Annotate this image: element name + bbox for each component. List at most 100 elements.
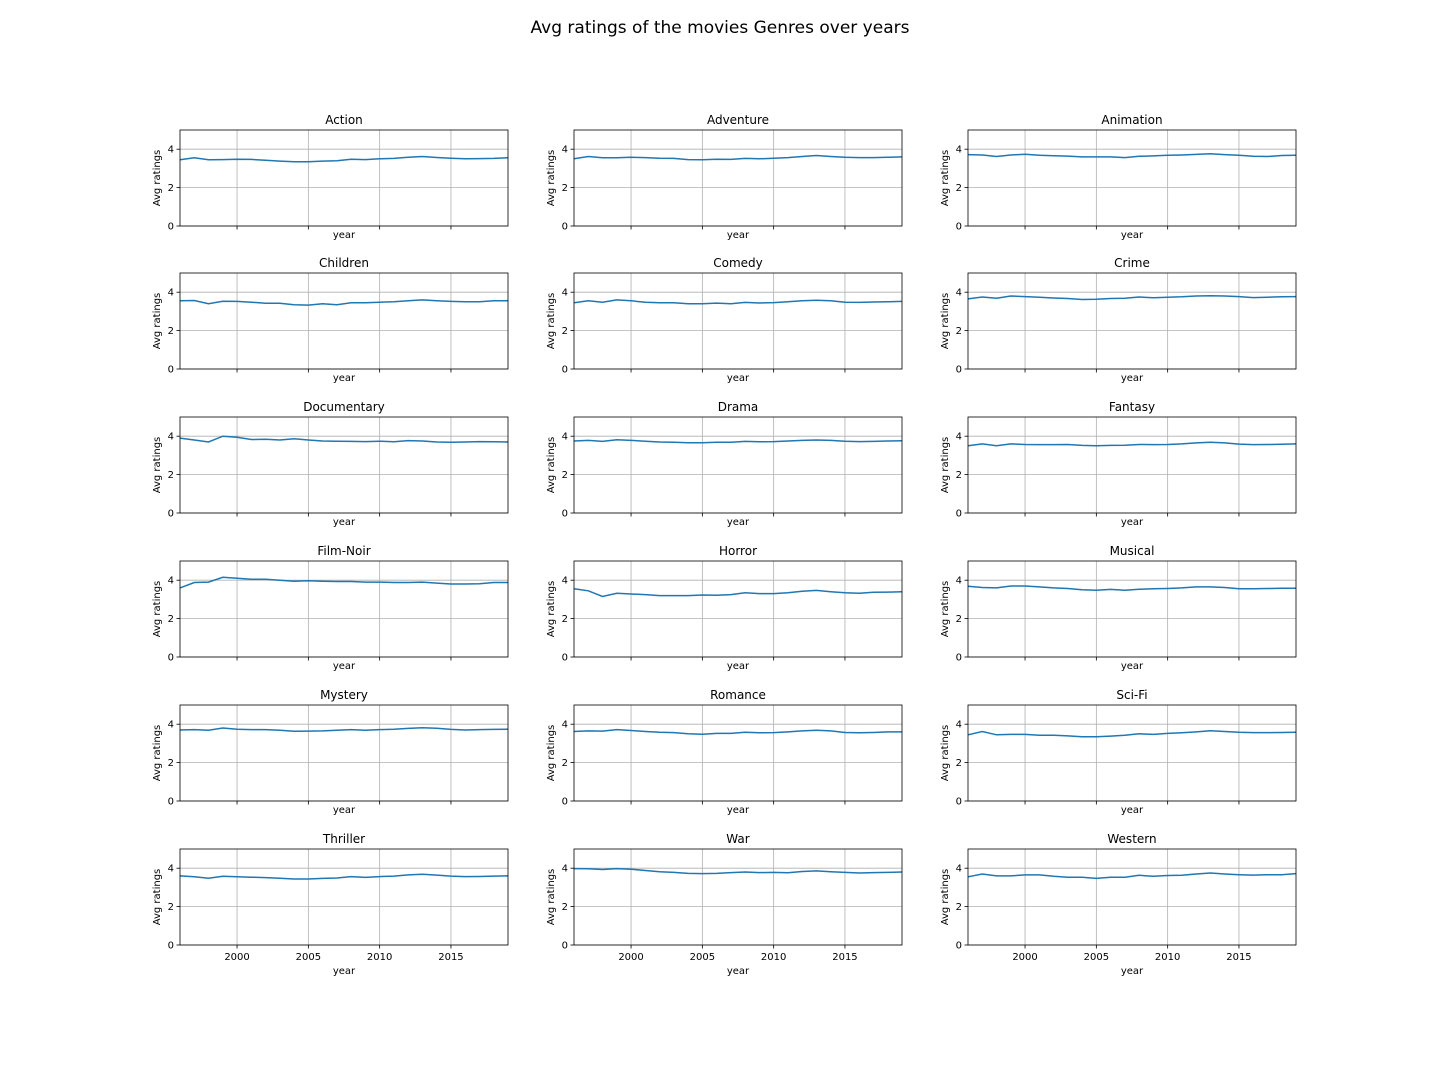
series-line-sci-fi xyxy=(967,729,1297,738)
series-line-thriller xyxy=(179,873,509,880)
subplot-title: Western xyxy=(1107,832,1156,846)
subplot-romance: 0 2 4 Romance year Avg ratings xyxy=(546,688,903,816)
y-tick-label: 2 xyxy=(168,470,174,481)
axes-frame xyxy=(179,848,509,946)
series-line-crime xyxy=(967,294,1297,301)
y-tick-label: 2 xyxy=(168,614,174,625)
subplot-fantasy: 0 2 4 Fantasy year Avg ratings xyxy=(940,400,1297,528)
axes-frame xyxy=(179,704,509,802)
y-axis-label: Avg ratings xyxy=(546,150,557,207)
series-line-drama xyxy=(573,438,903,444)
axes-frame xyxy=(967,848,1297,946)
subplot-title: Film-Noir xyxy=(317,544,370,558)
x-axis-label: year xyxy=(1121,230,1144,241)
y-axis-label: Avg ratings xyxy=(940,293,951,350)
subplot-children: 0 2 4 Children year Avg ratings xyxy=(152,256,509,384)
y-tick-label: 4 xyxy=(956,145,962,156)
subplot-western: 0 2 4 2000 2005 2010 2015 Western year Avg rating… xyxy=(940,832,1297,977)
axes-frame xyxy=(573,848,903,946)
y-tick-label: 2 xyxy=(562,758,568,769)
x-tick-label: 2010 xyxy=(1155,952,1180,963)
series-line-musical xyxy=(967,585,1296,591)
subplot-horror: 0 2 4 Horror year Avg ratings xyxy=(546,544,903,672)
x-tick-label: 2010 xyxy=(367,952,392,963)
y-tick-label: 0 xyxy=(956,797,962,808)
series-line-children xyxy=(179,299,508,306)
subplot-title: Adventure xyxy=(707,113,769,127)
x-tick-label: 2015 xyxy=(832,952,857,963)
subplot-title: Mystery xyxy=(320,688,368,702)
y-tick-label: 2 xyxy=(956,183,962,194)
x-axis-label: year xyxy=(1121,661,1144,672)
y-tick-label: 0 xyxy=(562,365,568,376)
y-tick-label: 2 xyxy=(562,326,568,337)
x-axis-label: year xyxy=(1121,517,1144,528)
y-tick-label: 0 xyxy=(168,653,174,664)
y-tick-label: 4 xyxy=(168,864,174,875)
subplot-musical: 0 2 4 Musical year Avg ratings xyxy=(940,544,1297,672)
y-axis-label: Avg ratings xyxy=(940,725,951,782)
subplot-documentary: 0 2 4 Documentary year Avg ratings xyxy=(152,400,509,528)
series-line-comedy xyxy=(573,299,903,305)
series-line-documentary xyxy=(179,435,509,444)
subplot-title: Animation xyxy=(1101,113,1162,127)
x-axis-label: year xyxy=(727,805,750,816)
y-tick-label: 0 xyxy=(168,365,174,376)
y-tick-label: 4 xyxy=(168,576,174,587)
y-tick-label: 0 xyxy=(956,222,962,233)
y-tick-label: 2 xyxy=(562,614,568,625)
y-tick-label: 4 xyxy=(168,288,174,299)
y-tick-label: 4 xyxy=(956,288,962,299)
y-tick-label: 0 xyxy=(562,653,568,664)
subplot-title: Children xyxy=(319,256,369,270)
y-tick-label: 2 xyxy=(562,902,568,913)
x-axis-label: year xyxy=(727,517,750,528)
y-tick-label: 4 xyxy=(168,432,174,443)
series-line-film-noir xyxy=(179,576,508,589)
x-axis-label: year xyxy=(727,661,750,672)
x-axis-label: year xyxy=(333,517,356,528)
axes-frame xyxy=(179,560,509,658)
subplot-title: Action xyxy=(325,113,363,127)
subplot-title: Fantasy xyxy=(1109,400,1155,414)
axes-frame xyxy=(573,560,903,658)
x-axis-label: year xyxy=(333,966,356,977)
x-axis-label: year xyxy=(1121,805,1144,816)
subplot-animation: 0 2 4 Animation year Avg ratings xyxy=(940,113,1297,241)
y-axis-label: Avg ratings xyxy=(152,437,163,494)
subplot-drama: 0 2 4 Drama year Avg ratings xyxy=(546,400,903,528)
y-tick-label: 0 xyxy=(956,941,962,952)
x-tick-label: 2005 xyxy=(1084,952,1109,963)
x-axis-label: year xyxy=(727,373,750,384)
y-tick-label: 0 xyxy=(956,365,962,376)
y-tick-label: 4 xyxy=(168,720,174,731)
x-tick-label: 2005 xyxy=(690,952,715,963)
y-axis-label: Avg ratings xyxy=(546,293,557,350)
y-tick-label: 0 xyxy=(168,222,174,233)
y-tick-label: 0 xyxy=(168,509,174,520)
series-line-mystery xyxy=(179,726,509,733)
x-tick-label: 2000 xyxy=(618,952,643,963)
y-tick-label: 2 xyxy=(168,326,174,337)
y-tick-label: 2 xyxy=(562,470,568,481)
axes-frame xyxy=(573,129,903,227)
y-tick-label: 2 xyxy=(956,902,962,913)
y-tick-label: 4 xyxy=(562,288,568,299)
subplot-title: Documentary xyxy=(303,400,385,414)
series-line-horror xyxy=(573,588,903,598)
y-tick-label: 0 xyxy=(956,653,962,664)
y-tick-label: 4 xyxy=(562,145,568,156)
axes-frame xyxy=(967,129,1297,227)
y-tick-label: 2 xyxy=(956,614,962,625)
subplot-war: 0 2 4 2000 2005 2010 2015 War year Avg ratings xyxy=(546,832,903,977)
y-tick-label: 0 xyxy=(956,509,962,520)
y-axis-label: Avg ratings xyxy=(546,869,557,926)
subplot-title: Musical xyxy=(1110,544,1155,558)
subplot-sci-fi: 0 2 4 Sci-Fi year Avg ratings xyxy=(940,688,1297,816)
axes-frame xyxy=(179,272,509,370)
y-tick-label: 4 xyxy=(956,864,962,875)
subplot-title: Drama xyxy=(718,400,759,414)
x-axis-label: year xyxy=(727,230,750,241)
